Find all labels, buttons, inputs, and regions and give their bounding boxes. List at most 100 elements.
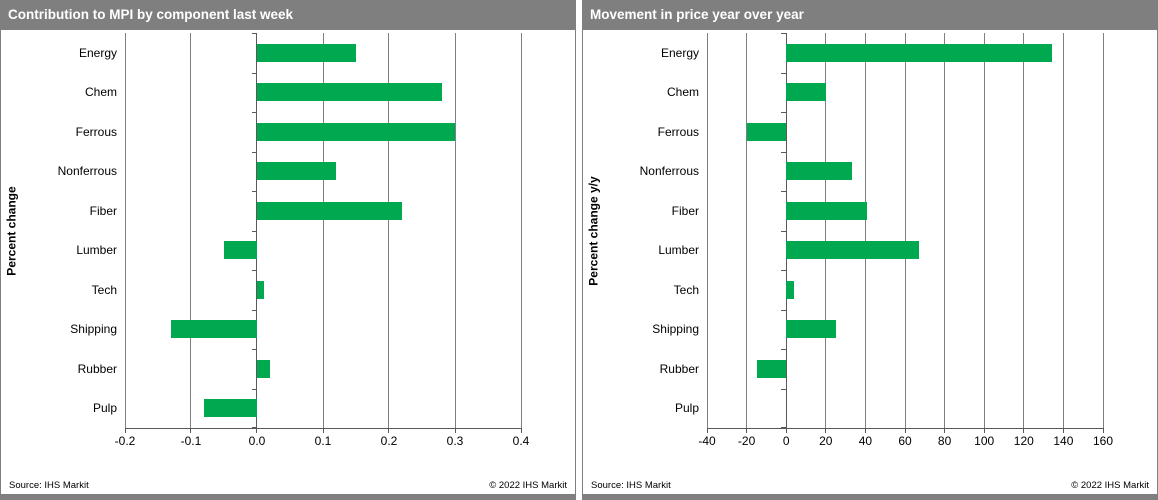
category-axis-tick (251, 72, 257, 74)
x-axis-tick (904, 428, 906, 433)
category-label: Chem (666, 85, 699, 100)
panel-bottom-bar (0, 495, 576, 500)
x-axis-tick (983, 428, 985, 433)
bar-row (707, 389, 1103, 429)
category-label: Rubber (77, 361, 117, 376)
bar-nonferrous (256, 162, 337, 181)
panel-bottom-bar (582, 495, 1158, 500)
x-tick-label: 0.1 (314, 434, 332, 448)
x-tick-label: 140 (1053, 434, 1074, 448)
category-label: Fiber (89, 203, 117, 218)
x-axis-tick (190, 428, 192, 433)
category-label: Energy (660, 45, 699, 60)
x-tick-label: 0.2 (380, 434, 398, 448)
bar-row (707, 231, 1103, 271)
bar-row (707, 152, 1103, 192)
category-axis-tick (781, 72, 787, 74)
chart-panel-mpi-contribution: Contribution to MPI by component last we… (0, 0, 576, 500)
x-tick-label: 120 (1013, 434, 1034, 448)
bar-row (125, 152, 521, 192)
category-axis-tick (781, 151, 787, 153)
bar-row (125, 310, 521, 350)
y-axis-label: Percent change (5, 185, 19, 276)
bar-row (707, 33, 1103, 73)
bar-ferrous (746, 122, 787, 141)
gridline (1062, 33, 1064, 428)
category-label: Fiber (671, 203, 699, 218)
gridline (520, 33, 522, 428)
bar-row (125, 112, 521, 152)
category-axis-tick (251, 309, 257, 311)
category-label: Energy (78, 45, 117, 60)
category-axis-tick (781, 191, 787, 192)
x-axis-tick (454, 428, 456, 433)
gridline (983, 33, 985, 428)
category-label: Shipping (70, 322, 117, 337)
category-label: Lumber (76, 243, 117, 258)
x-axis-tick (825, 428, 827, 433)
x-axis-tick (864, 428, 866, 433)
category-axis: Energy Chem Ferrous Nonferrous Fiber Lumber Te… (605, 33, 699, 428)
category-label: Pulp (674, 401, 699, 416)
x-tick-label: -20 (737, 434, 756, 448)
category-axis: Energy Chem Ferrous Nonferrous Fiber Lumber Te… (23, 33, 117, 428)
x-tick-label: 160 (1092, 434, 1114, 448)
bar-row (125, 33, 521, 73)
category-axis-tick (781, 230, 787, 232)
category-axis-tick (781, 349, 787, 350)
category-axis-tick (251, 191, 257, 192)
x-axis-tick (520, 428, 522, 433)
x-axis-tick (746, 428, 748, 433)
category-axis-tick (251, 151, 257, 153)
x-axis-tick (256, 428, 258, 433)
x-tick-label: 40 (858, 434, 873, 448)
chart-plot-region: Percent change y/y Energy Chem Ferrous Nonf… (582, 30, 1158, 495)
category-label: Tech (673, 282, 699, 297)
x-tick-label: 60 (898, 434, 912, 448)
gridline (904, 33, 906, 428)
bar-row (125, 73, 521, 113)
source-text: Source: IHS Markit (591, 480, 671, 491)
chart-plot-region: Percent change Energy Chem Ferrous Nonferro… (0, 30, 576, 495)
category-axis-tick (251, 349, 257, 350)
gridline (944, 33, 946, 428)
chart-title: Movement in price year over year (582, 0, 1158, 30)
y-axis-label-box: Percent change y/y (583, 33, 605, 428)
x-tick-label: -40 (698, 434, 716, 448)
y-axis-label: Percent change y/y (587, 175, 602, 286)
x-tick-label: 0.3 (446, 434, 464, 448)
bar-chem (256, 83, 442, 102)
category-label: Chem (84, 85, 117, 100)
category-axis-tick (251, 388, 257, 390)
category-axis-tick (251, 112, 257, 113)
chart-title: Contribution to MPI by component last we… (0, 0, 576, 30)
gridline (1023, 33, 1025, 428)
x-axis-tick (944, 428, 946, 433)
bar-lumber (224, 241, 257, 260)
gridline (864, 33, 866, 428)
bar-fiber (256, 201, 403, 220)
x-axis-tick (322, 428, 324, 433)
category-label: Ferrous (657, 124, 699, 139)
bar-nonferrous (786, 162, 852, 181)
chart-footer: Source: IHS Markit © 2022 IHS Markit (583, 480, 1157, 491)
bar-rubber (256, 359, 271, 378)
bar-row (707, 73, 1103, 113)
bar-lumber (786, 241, 919, 260)
bar-shipping (786, 320, 836, 339)
category-label: Tech (91, 282, 117, 297)
bar-row (125, 270, 521, 310)
category-label: Ferrous (75, 124, 117, 139)
category-axis-tick (781, 270, 787, 271)
x-tick-label: -0.1 (180, 434, 202, 448)
category-axis-tick (251, 427, 257, 428)
zero-axis-line (785, 33, 787, 428)
category-label: Shipping (652, 322, 699, 337)
gridline (825, 33, 827, 428)
gridline (1102, 33, 1104, 428)
bar-row (707, 310, 1103, 350)
x-axis: -0.2 -0.1 0.0 0.1 0.2 0.3 0.4 (115, 434, 530, 450)
bar-row (125, 389, 521, 429)
category-label: Nonferrous (639, 164, 699, 179)
x-axis-tick (124, 428, 126, 433)
